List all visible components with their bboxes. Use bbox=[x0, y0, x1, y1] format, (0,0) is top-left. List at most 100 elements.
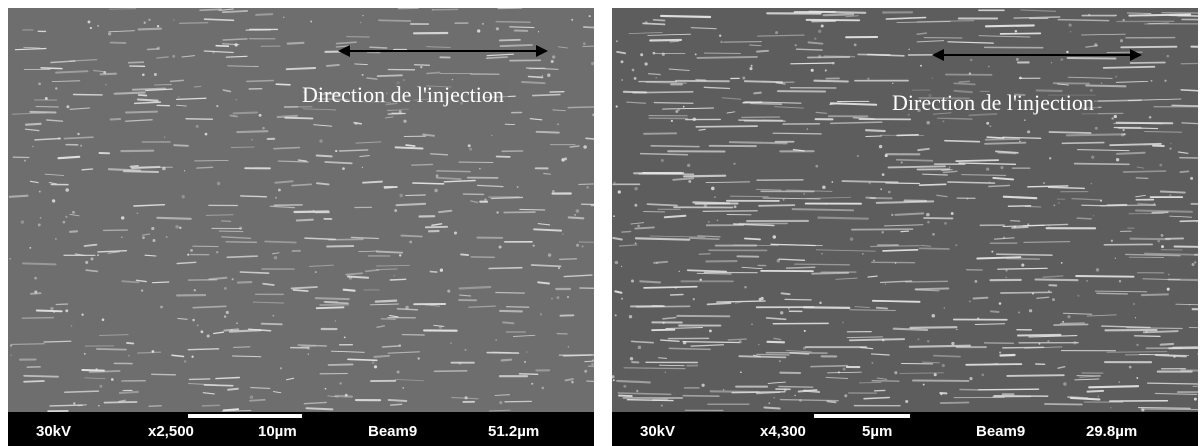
particle-dot bbox=[628, 314, 633, 319]
particle-dot bbox=[884, 154, 888, 158]
particle-dot bbox=[820, 24, 824, 28]
particle-dot bbox=[81, 313, 84, 316]
particle-dot bbox=[1094, 43, 1098, 47]
particle-dot bbox=[969, 58, 973, 62]
particle-dot bbox=[39, 217, 42, 219]
fiber-streak bbox=[121, 280, 140, 284]
particle-dot bbox=[613, 215, 615, 218]
fiber-streak bbox=[682, 341, 740, 344]
fiber-streak bbox=[984, 24, 1035, 28]
fiber-streak bbox=[1144, 22, 1169, 25]
fiber-streak bbox=[647, 33, 692, 36]
fiber-streak bbox=[109, 8, 137, 10]
fiber-streak bbox=[626, 399, 674, 402]
fiber-streak bbox=[264, 240, 297, 244]
fiber-streak bbox=[334, 394, 353, 398]
fiber-streak bbox=[137, 351, 162, 354]
particle-dot bbox=[105, 83, 107, 86]
particle-dot bbox=[1194, 261, 1197, 264]
particle-dot bbox=[989, 125, 992, 128]
particle-dot bbox=[857, 155, 859, 157]
particle-dot bbox=[80, 144, 83, 147]
fiber-streak bbox=[260, 322, 283, 326]
fiber-streak bbox=[756, 353, 790, 356]
particle-dot bbox=[1164, 79, 1167, 82]
particle-dot bbox=[24, 159, 26, 162]
fiber-streak bbox=[630, 222, 645, 225]
fiber-streak bbox=[108, 30, 135, 33]
particle-dot bbox=[620, 297, 624, 300]
fiber-streak bbox=[1057, 18, 1110, 22]
fiber-streak bbox=[394, 146, 424, 150]
particle-dot bbox=[65, 188, 69, 192]
fiber-streak bbox=[1085, 84, 1127, 88]
fiber-streak bbox=[716, 300, 766, 303]
fiber-streak bbox=[1173, 245, 1198, 248]
fiber-streak bbox=[177, 317, 188, 320]
particle-dot bbox=[871, 361, 874, 364]
fiber-streak bbox=[376, 74, 403, 78]
fiber-streak bbox=[376, 264, 410, 267]
fiber-streak bbox=[203, 18, 235, 22]
fiber-streak bbox=[578, 183, 594, 186]
fiber-streak bbox=[953, 82, 976, 86]
fiber-streak bbox=[222, 38, 248, 41]
fiber-streak bbox=[125, 119, 153, 122]
fiber-streak bbox=[1076, 217, 1092, 220]
fiber-streak bbox=[335, 45, 351, 48]
particle-dot bbox=[575, 209, 580, 213]
fiber-streak bbox=[192, 305, 227, 309]
particle-dot bbox=[151, 350, 155, 353]
particle-dot bbox=[1005, 269, 1008, 272]
particle-dot bbox=[97, 254, 99, 256]
fiber-streak bbox=[137, 27, 163, 31]
fiber-streak bbox=[1096, 292, 1128, 295]
fiber-streak bbox=[815, 249, 876, 252]
fiber-streak bbox=[50, 60, 76, 64]
particle-dot bbox=[1170, 142, 1172, 144]
fiber-streak bbox=[335, 41, 357, 45]
particle-dot bbox=[1067, 315, 1071, 319]
fiber-streak bbox=[509, 26, 535, 29]
fiber-streak bbox=[295, 218, 314, 222]
particle-dot bbox=[1000, 166, 1004, 170]
fiber-streak bbox=[1000, 291, 1053, 294]
particle-dot bbox=[944, 222, 947, 225]
particle-dot bbox=[420, 65, 423, 69]
particle-dot bbox=[165, 235, 168, 238]
fiber-streak bbox=[529, 118, 543, 121]
fiber-streak bbox=[1142, 330, 1179, 334]
particle-dot bbox=[1134, 317, 1137, 319]
fiber-streak bbox=[21, 316, 55, 319]
fiber-streak bbox=[1127, 98, 1182, 101]
particle-dot bbox=[586, 186, 589, 189]
fiber-streak bbox=[136, 98, 159, 102]
particle-dot bbox=[113, 92, 116, 95]
fiber-streak bbox=[126, 341, 135, 345]
particle-dot bbox=[803, 193, 805, 195]
fiber-streak bbox=[1017, 333, 1062, 337]
particle-dot bbox=[941, 363, 945, 368]
fiber-streak bbox=[316, 182, 330, 186]
fiber-streak bbox=[753, 91, 762, 95]
fiber-streak bbox=[895, 158, 934, 162]
particle-dot bbox=[968, 72, 972, 75]
particle-dot bbox=[73, 402, 76, 405]
particle-dot bbox=[574, 214, 576, 216]
fiber-streak bbox=[643, 132, 678, 135]
particle-dot bbox=[880, 188, 883, 191]
particle-dot bbox=[51, 199, 56, 203]
particle-dot bbox=[987, 65, 990, 68]
fiber-streak bbox=[29, 292, 42, 295]
particle-dot bbox=[998, 302, 1002, 305]
fiber-streak bbox=[129, 165, 139, 168]
particle-dot bbox=[551, 298, 553, 300]
fiber-streak bbox=[29, 180, 39, 184]
particle-dot bbox=[403, 119, 407, 123]
fiber-streak bbox=[1075, 275, 1135, 278]
particle-dot bbox=[1024, 119, 1026, 121]
particle-dot bbox=[842, 321, 844, 324]
fiber-streak bbox=[1081, 33, 1126, 36]
fiber-streak bbox=[518, 373, 539, 376]
fiber-streak bbox=[756, 49, 769, 53]
